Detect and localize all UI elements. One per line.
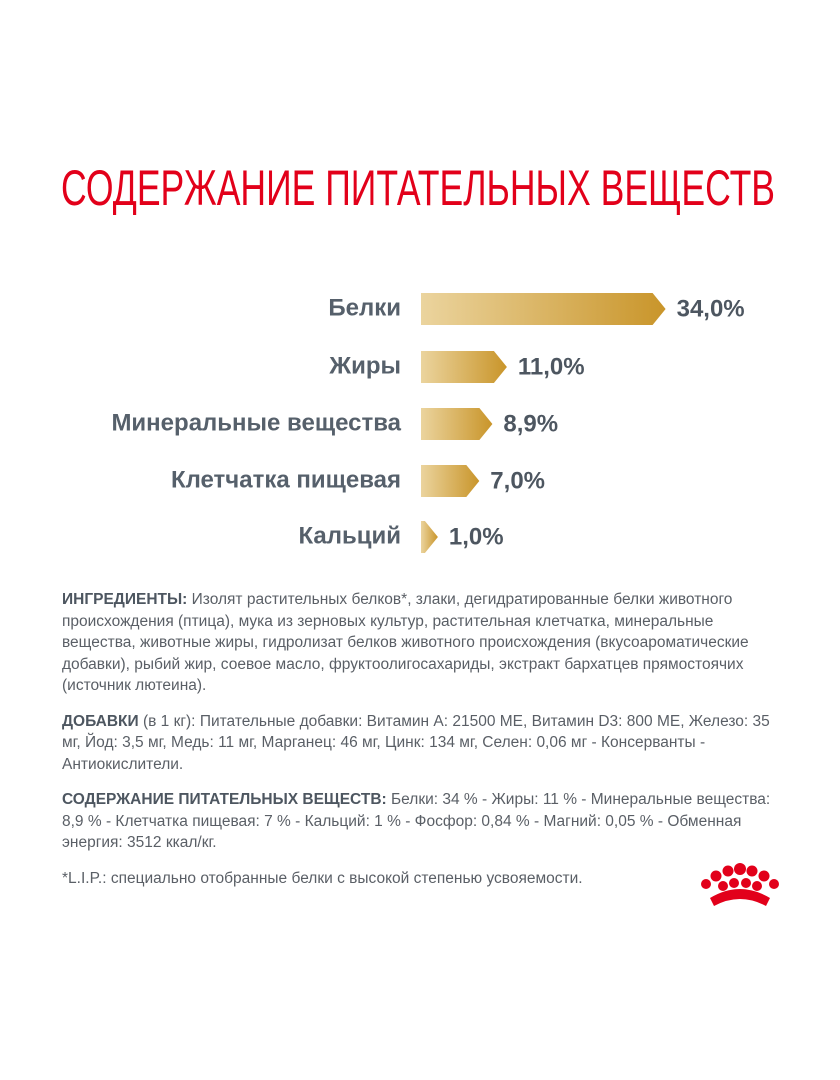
bar xyxy=(421,408,493,440)
chart: СОДЕРЖАНИЕ ПИТАТЕЛЬНЫХ ВЕЩЕСТВ Белки 34,0… xyxy=(61,160,775,553)
category-label: Белки xyxy=(328,294,401,321)
note: ИНГРЕДИЕНТЫ: Изолят растительных белков*… xyxy=(62,589,786,697)
footnote: *L.I.P.: специально отобранные белки с в… xyxy=(62,870,583,887)
value-label: 1,0% xyxy=(449,523,504,550)
value-label: 34,0% xyxy=(677,295,745,322)
category-label: Жиры xyxy=(328,352,401,379)
note-label: СОДЕРЖАНИЕ ПИТАТЕЛЬНЫХ ВЕЩЕСТВ: xyxy=(62,791,387,808)
bar xyxy=(421,351,507,383)
note-label: ДОБАВКИ xyxy=(62,712,139,730)
note-label: ИНГРЕДИЕНТЫ: xyxy=(62,591,188,608)
notes: ИНГРЕДИЕНТЫ: Изолят растительных белков*… xyxy=(62,589,786,868)
note-text: Изолят растительных белков*, злаки, деги… xyxy=(62,591,749,694)
note: СОДЕРЖАНИЕ ПИТАТЕЛЬНЫХ ВЕЩЕСТВ: Белки: 3… xyxy=(62,789,786,854)
category-label: Кальций xyxy=(298,522,401,549)
value-label: 7,0% xyxy=(490,467,545,494)
value-label: 11,0% xyxy=(518,353,585,380)
logo xyxy=(701,863,779,906)
note-text: Белки: 34 % - Жиры: 11 % - Минеральные в… xyxy=(62,791,771,851)
bar xyxy=(421,521,438,553)
value-label: 8,9% xyxy=(503,410,558,437)
note-text: Питательные добавки: Витамин A: 21500 МЕ… xyxy=(62,712,770,773)
chart-title: СОДЕРЖАНИЕ ПИТАТЕЛЬНЫХ ВЕЩЕСТВ xyxy=(61,160,775,216)
category-label: Минеральные вещества xyxy=(111,409,401,436)
note-qualifier: (в 1 кг): xyxy=(142,712,196,730)
bar xyxy=(421,465,480,497)
note: ДОБАВКИ (в 1 кг): Питательные добавки: В… xyxy=(62,711,786,776)
category-label: Клетчатка пищевая xyxy=(171,466,401,493)
bar xyxy=(421,293,666,325)
